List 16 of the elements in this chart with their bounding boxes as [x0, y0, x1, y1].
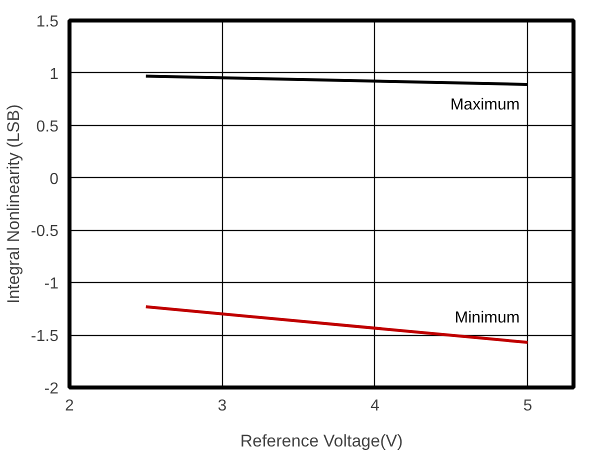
series-label: Maximum [450, 96, 520, 114]
x-axis-title: Reference Voltage(V) [240, 432, 403, 450]
y-tick-label: -0.5 [30, 223, 59, 240]
y-tick-label: 0.5 [36, 118, 59, 136]
x-tick-label: 4 [370, 398, 380, 414]
y-tick-label: 1 [50, 66, 59, 83]
y-tick-label: -1.5 [30, 328, 59, 346]
x-tick-label: 2 [65, 398, 74, 414]
y-tick-label: -2 [44, 380, 59, 398]
x-tick-label: 5 [523, 398, 532, 414]
series-label: Minimum [454, 309, 520, 326]
y-axis-title: Integral Nonlinearity (LSB) [4, 104, 23, 304]
y-tick-label: 0 [50, 170, 59, 188]
x-tick-label: 3 [218, 398, 227, 414]
y-tick-label: -1 [44, 276, 59, 293]
y-tick-label: 1.5 [36, 14, 59, 30]
